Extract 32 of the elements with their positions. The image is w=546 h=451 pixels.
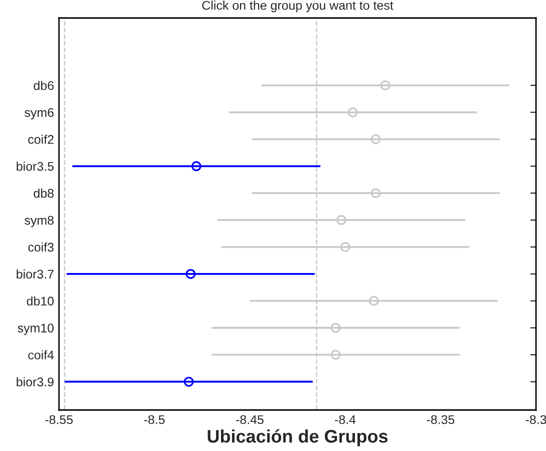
point xyxy=(191,161,202,172)
x-tick-label: -8.45 xyxy=(236,415,264,424)
point xyxy=(370,134,381,144)
x-tick-label: -8.35 xyxy=(426,415,454,424)
point xyxy=(330,322,341,333)
point xyxy=(380,80,390,90)
y-tick-label: sym10 xyxy=(18,324,54,335)
point xyxy=(186,268,196,279)
y-tick-label: bior3.7 xyxy=(16,269,54,279)
y-tick-label: coif2 xyxy=(28,134,54,144)
point xyxy=(336,215,346,226)
point xyxy=(368,296,379,306)
y-tick-label: sym8 xyxy=(24,216,54,228)
x-axis-title: Ubicación de Grupos xyxy=(208,429,388,446)
y-tick-label: coif4 xyxy=(28,350,54,360)
y-tick-label: sym6 xyxy=(24,108,54,120)
y-tick-label: bior3.5 xyxy=(16,162,54,171)
y-tick-label: coif3 xyxy=(28,242,54,252)
y-tick-label: bior3.9 xyxy=(16,377,54,386)
point xyxy=(370,188,381,198)
chart-title: Click on the group you want to test xyxy=(202,0,394,12)
x-tick-label: -8.55 xyxy=(45,415,73,424)
point xyxy=(330,350,341,360)
x-tick-label: -8.3 xyxy=(526,415,546,424)
x-tick-label: -8.5 xyxy=(144,415,165,424)
y-tick-label: db10 xyxy=(26,296,54,306)
point xyxy=(340,242,350,252)
y-tick-label: db8 xyxy=(34,188,54,198)
point xyxy=(348,107,358,118)
point xyxy=(184,376,194,387)
y-tick-label: db6 xyxy=(34,80,54,90)
x-tick-label: -8.4 xyxy=(334,415,356,424)
